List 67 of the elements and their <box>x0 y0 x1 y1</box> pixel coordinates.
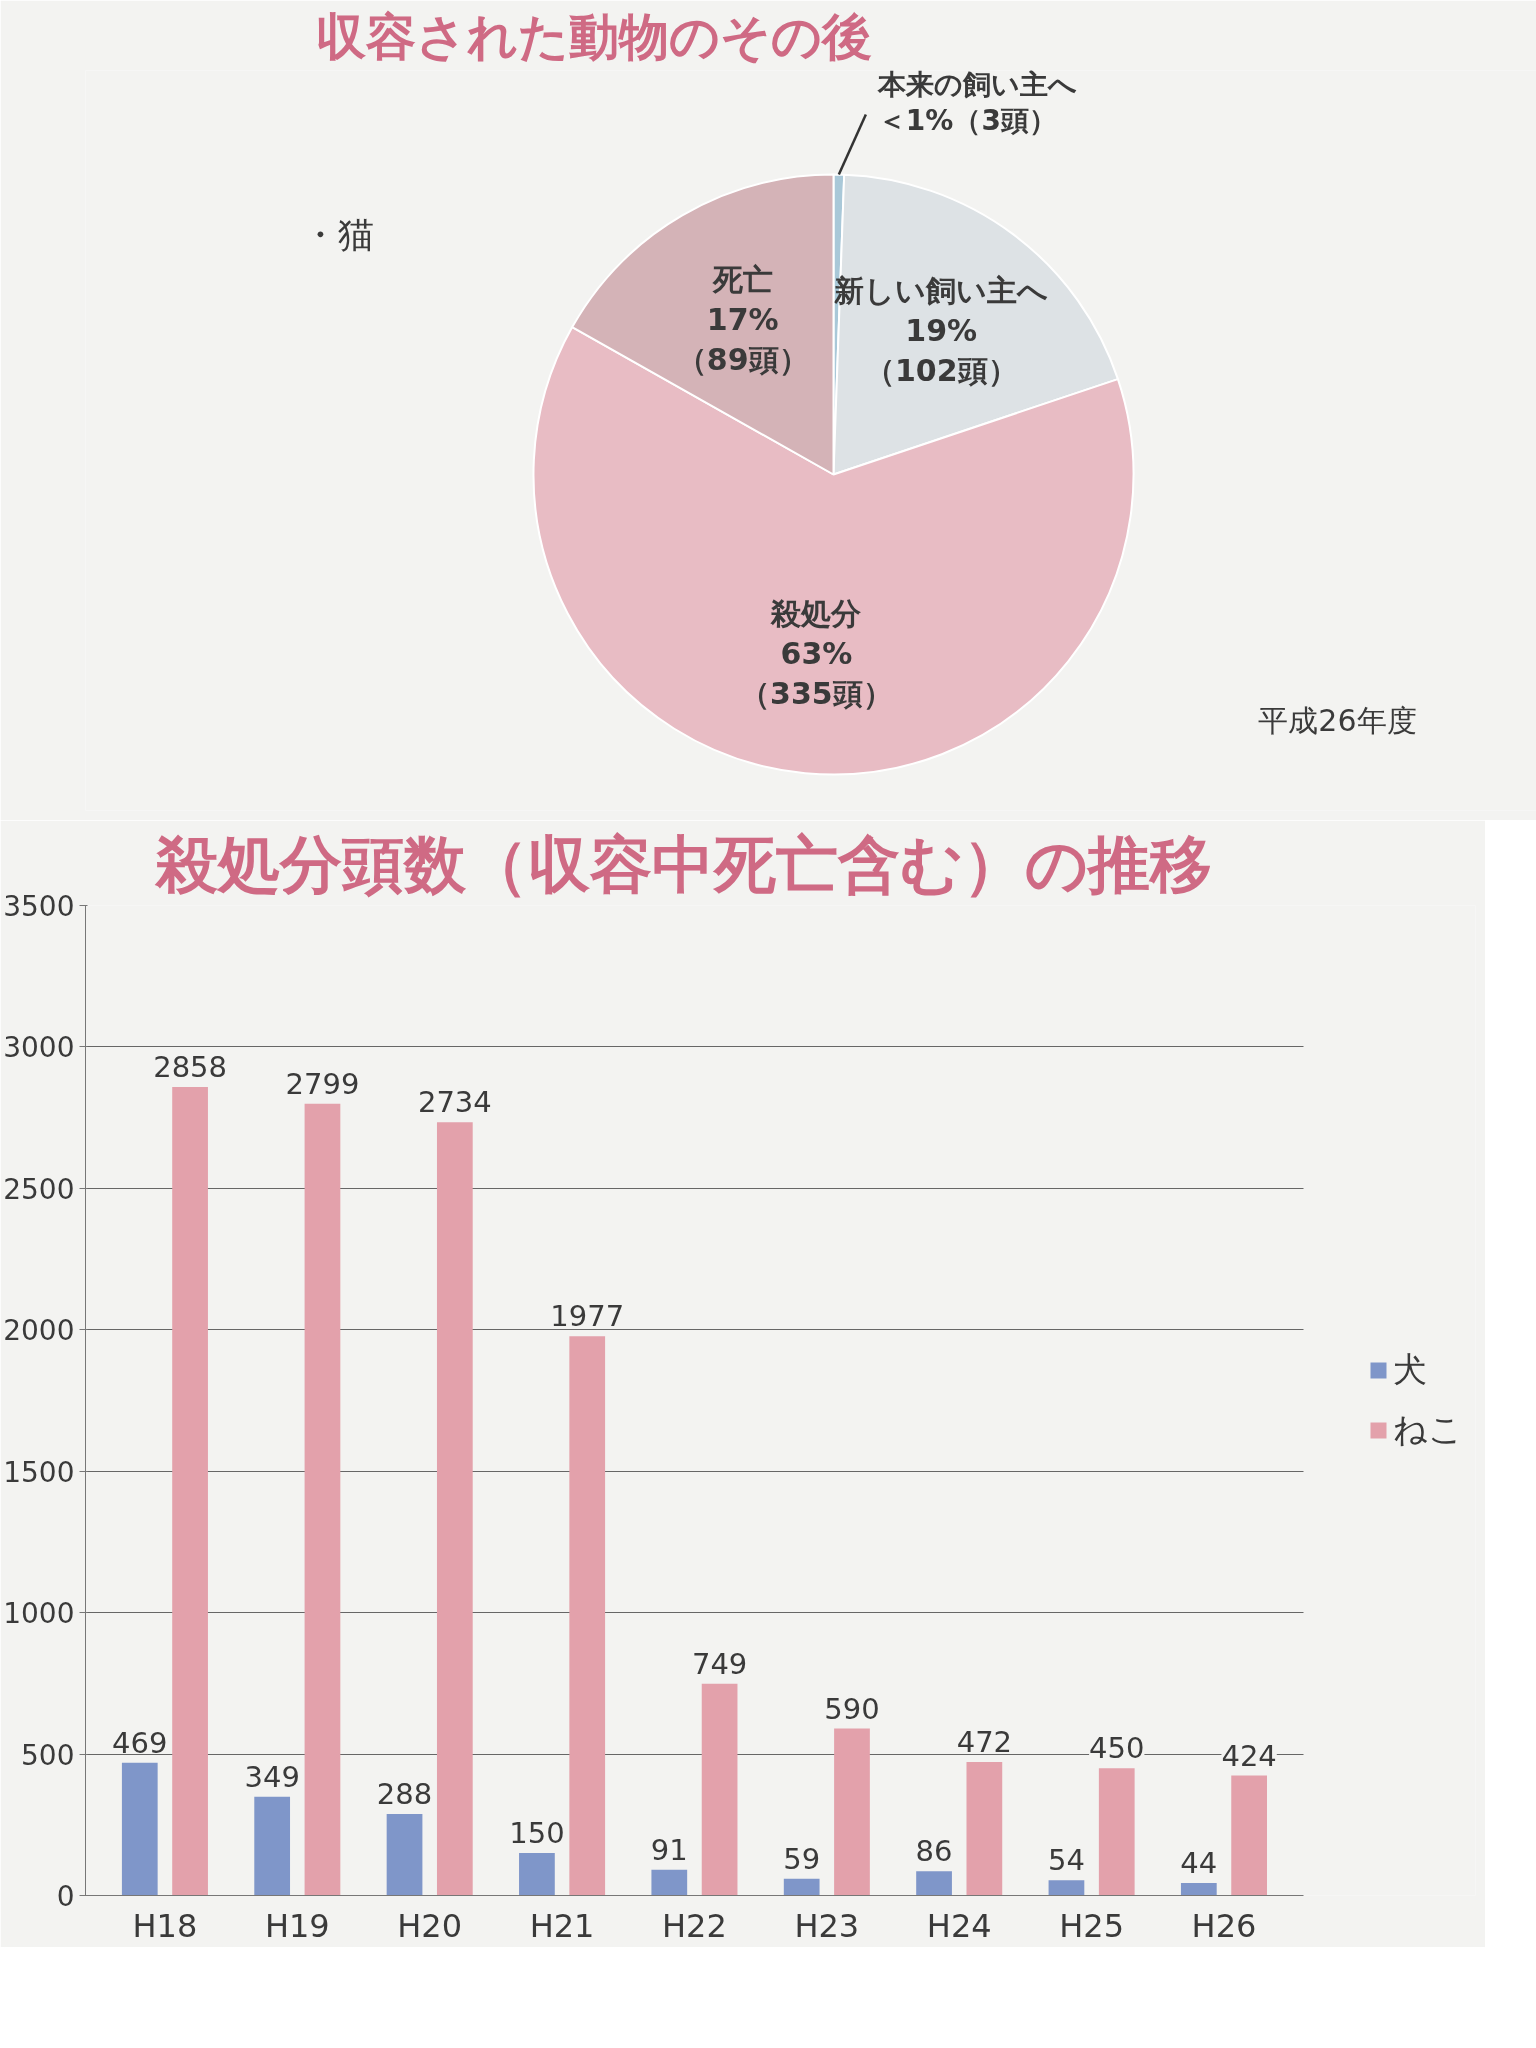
data-label: 424 <box>1221 1738 1277 1773</box>
bar <box>519 1853 555 1896</box>
data-label: ＜1%（3頭） <box>877 104 1057 138</box>
data-label: 44 <box>1180 1846 1218 1881</box>
bar <box>569 1336 606 1896</box>
data-label: 54 <box>1047 1843 1085 1878</box>
y-tick-label: 0 <box>56 1880 75 1913</box>
data-label: 749 <box>691 1646 748 1681</box>
data-label: 91 <box>650 1832 688 1867</box>
bar <box>172 1087 208 1896</box>
data-label: 1977 <box>550 1299 625 1334</box>
x-tick-label: H18 <box>132 1906 198 1945</box>
data-label: 19% （102頭） <box>864 312 1018 388</box>
legend-label: 犬 <box>1393 1348 1427 1391</box>
bar <box>386 1814 423 1896</box>
bar <box>651 1869 688 1896</box>
bar <box>1048 1880 1085 1896</box>
x-tick-label: H25 <box>1059 1906 1124 1945</box>
y-tick-label: 1000 <box>3 1597 75 1631</box>
x-tick-label: H23 <box>794 1906 860 1945</box>
bar <box>121 1762 158 1896</box>
data-label: 150 <box>509 1816 565 1851</box>
bar <box>966 1761 1003 1896</box>
x-tick-label: H19 <box>264 1906 330 1945</box>
data-label: 63% （335頭） <box>740 636 893 712</box>
bar <box>1180 1883 1217 1896</box>
data-label: 288 <box>376 1777 433 1812</box>
y-tick-label: 2500 <box>3 1172 75 1206</box>
data-label: 86 <box>915 1834 953 1869</box>
slice-label: 死亡 <box>711 261 773 297</box>
data-label: 469 <box>112 1725 168 1760</box>
bar <box>701 1683 738 1896</box>
text: 平成26年度 <box>1258 703 1417 738</box>
text: ・猫 <box>301 214 374 255</box>
slice-label: 新しい飼い主へ <box>833 272 1049 308</box>
bar <box>916 1871 952 1896</box>
data-label: 17% （89頭） <box>676 301 809 377</box>
data-label: 349 <box>244 1759 300 1794</box>
y-tick-label: 2000 <box>3 1314 75 1348</box>
x-tick-label: H26 <box>1191 1906 1257 1945</box>
data-label: 59 <box>783 1841 821 1876</box>
bar <box>254 1796 291 1896</box>
data-label: 2858 <box>153 1050 227 1085</box>
data-label: 450 <box>1089 1731 1145 1766</box>
y-tick-label: 500 <box>21 1738 75 1772</box>
x-tick-label: H22 <box>662 1906 727 1945</box>
y-tick-label: 1500 <box>3 1455 75 1489</box>
bar <box>1231 1775 1267 1896</box>
bar <box>1098 1768 1135 1896</box>
data-label: 2734 <box>417 1085 492 1120</box>
data-label: 590 <box>824 1691 880 1726</box>
x-tick-label: H20 <box>397 1906 463 1945</box>
chart-title: 収容された動物のその後 <box>315 7 872 66</box>
data-label: 472 <box>956 1724 1013 1759</box>
x-tick-label: H24 <box>926 1906 992 1945</box>
y-tick-label: 3000 <box>3 1031 75 1065</box>
slice-label: 本来の飼い主へ <box>876 68 1077 102</box>
bar <box>783 1878 820 1896</box>
y-tick-label: 3500 <box>3 890 75 923</box>
data-label: 2799 <box>285 1066 360 1101</box>
bar <box>834 1728 870 1896</box>
bar <box>436 1122 473 1896</box>
legend-label: ねこ <box>1393 1408 1463 1451</box>
x-tick-label: H21 <box>529 1906 595 1945</box>
chart-title: 殺処分頭数（収容中死亡含む）の推移 <box>153 827 1212 901</box>
bar <box>304 1103 341 1896</box>
slice-label: 殺処分 <box>770 596 862 632</box>
